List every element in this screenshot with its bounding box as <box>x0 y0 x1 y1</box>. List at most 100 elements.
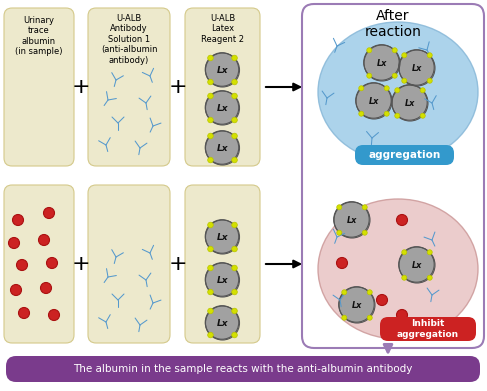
Circle shape <box>342 315 347 320</box>
Ellipse shape <box>318 22 478 162</box>
Circle shape <box>399 247 434 282</box>
FancyBboxPatch shape <box>355 145 454 165</box>
Circle shape <box>339 287 374 322</box>
Circle shape <box>206 131 239 165</box>
Circle shape <box>392 48 397 53</box>
Text: Lx: Lx <box>377 59 387 68</box>
Circle shape <box>367 315 372 320</box>
Circle shape <box>232 157 237 163</box>
Text: +: + <box>168 254 187 274</box>
Text: U-ALB
Latex
Reagent 2: U-ALB Latex Reagent 2 <box>201 14 244 44</box>
Circle shape <box>384 86 389 91</box>
Circle shape <box>232 265 237 271</box>
FancyBboxPatch shape <box>185 8 260 166</box>
Circle shape <box>206 91 239 124</box>
Circle shape <box>207 308 213 314</box>
Circle shape <box>43 208 55 219</box>
Text: Lx: Lx <box>217 144 228 153</box>
Circle shape <box>207 289 213 295</box>
Circle shape <box>399 50 434 86</box>
Circle shape <box>339 287 375 323</box>
Circle shape <box>359 86 364 91</box>
Circle shape <box>356 83 392 119</box>
Text: +: + <box>72 254 90 274</box>
Circle shape <box>337 258 348 269</box>
Ellipse shape <box>318 199 478 339</box>
Circle shape <box>207 265 213 271</box>
Circle shape <box>337 230 342 235</box>
Circle shape <box>364 45 400 81</box>
Text: Lx: Lx <box>217 276 228 285</box>
Text: aggregation: aggregation <box>369 150 441 160</box>
Circle shape <box>395 88 400 93</box>
Circle shape <box>420 113 425 118</box>
Circle shape <box>206 91 239 125</box>
Circle shape <box>334 202 370 238</box>
Text: After
reaction: After reaction <box>365 9 421 39</box>
FancyBboxPatch shape <box>88 185 170 343</box>
Circle shape <box>11 285 21 296</box>
Circle shape <box>367 73 372 78</box>
Circle shape <box>232 117 237 123</box>
Circle shape <box>427 250 432 255</box>
Text: Lx: Lx <box>347 216 357 225</box>
Circle shape <box>334 202 370 237</box>
Circle shape <box>232 308 237 314</box>
Text: Lx: Lx <box>369 97 379 106</box>
Text: Lx: Lx <box>352 301 362 310</box>
Circle shape <box>49 310 59 321</box>
Circle shape <box>207 133 213 139</box>
Circle shape <box>399 50 435 86</box>
Circle shape <box>205 306 239 339</box>
Circle shape <box>362 205 367 210</box>
Circle shape <box>337 205 342 210</box>
Circle shape <box>207 222 213 228</box>
Circle shape <box>207 117 213 123</box>
Circle shape <box>232 289 237 295</box>
Circle shape <box>232 79 237 85</box>
Text: Lx: Lx <box>412 262 422 271</box>
Circle shape <box>342 290 347 295</box>
Circle shape <box>38 235 50 246</box>
Circle shape <box>339 287 375 323</box>
Circle shape <box>364 45 399 81</box>
FancyBboxPatch shape <box>6 356 480 382</box>
Circle shape <box>420 88 425 93</box>
Circle shape <box>207 93 213 99</box>
Circle shape <box>399 247 434 282</box>
Circle shape <box>232 222 237 228</box>
Text: Lx: Lx <box>217 233 228 242</box>
Circle shape <box>206 306 239 339</box>
Circle shape <box>232 55 237 61</box>
Circle shape <box>206 263 239 296</box>
Circle shape <box>17 260 27 271</box>
Text: U-ALB
Antibody
Solution 1
(anti-albumin
antibody): U-ALB Antibody Solution 1 (anti-albumin … <box>101 14 157 65</box>
Circle shape <box>232 93 237 99</box>
Circle shape <box>206 306 239 340</box>
Text: Urinary
trace
albumin
(in sample): Urinary trace albumin (in sample) <box>15 16 63 56</box>
Text: The albumin in the sample reacts with the anti-albumin antibody: The albumin in the sample reacts with th… <box>74 364 412 374</box>
Circle shape <box>392 85 427 120</box>
Circle shape <box>395 113 400 118</box>
Circle shape <box>402 250 407 255</box>
Circle shape <box>13 215 23 226</box>
Circle shape <box>207 55 213 61</box>
Circle shape <box>46 258 57 269</box>
Circle shape <box>376 294 388 305</box>
Text: Lx: Lx <box>412 65 422 74</box>
FancyBboxPatch shape <box>88 8 170 166</box>
Circle shape <box>427 275 432 280</box>
Circle shape <box>399 50 434 85</box>
Circle shape <box>362 230 367 235</box>
Circle shape <box>19 307 30 319</box>
FancyBboxPatch shape <box>4 185 74 343</box>
Circle shape <box>205 131 239 164</box>
Circle shape <box>205 263 239 296</box>
Circle shape <box>364 45 399 80</box>
Circle shape <box>402 275 407 280</box>
Circle shape <box>384 111 389 116</box>
Circle shape <box>205 53 239 86</box>
Text: Lx: Lx <box>217 104 228 113</box>
Circle shape <box>356 83 392 118</box>
Circle shape <box>8 237 19 249</box>
